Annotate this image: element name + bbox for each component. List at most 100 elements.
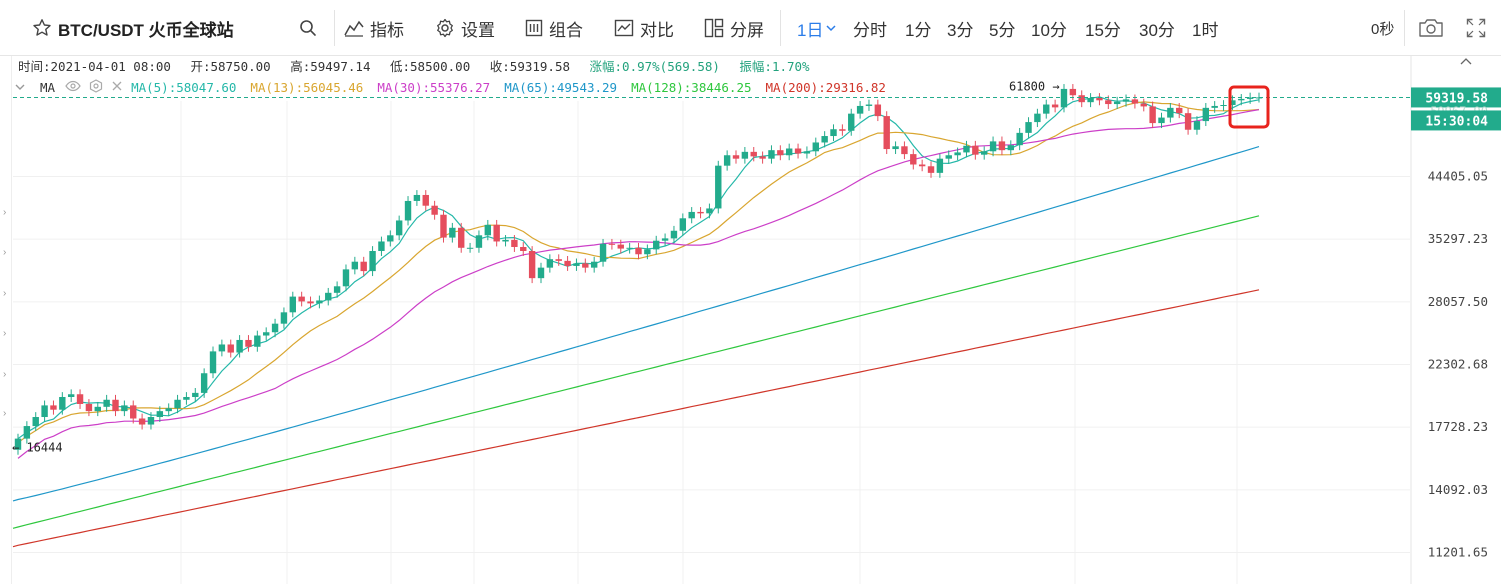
indicators-icon	[344, 19, 364, 37]
period-1m-button[interactable]: 1分	[905, 20, 932, 40]
period-10m-button[interactable]: 10分	[1031, 20, 1067, 40]
candle	[750, 146, 757, 162]
toolbar-divider	[1404, 10, 1405, 46]
collapse-chevron-icon[interactable]	[14, 80, 26, 95]
candle-body	[351, 261, 359, 270]
combo-button[interactable]: 组合	[525, 0, 583, 56]
candle-body	[138, 418, 146, 425]
search-icon[interactable]	[299, 19, 317, 37]
candle-body	[387, 235, 394, 242]
legend-high: 高:59497.14	[290, 59, 371, 74]
candle-body	[121, 405, 128, 412]
countdown-text: 0秒	[1371, 20, 1395, 38]
candle-body	[520, 246, 527, 251]
candle-body	[528, 250, 536, 279]
candle	[963, 140, 970, 158]
candle	[564, 255, 571, 271]
chevron-up-icon[interactable]	[1450, 56, 1486, 69]
candle	[848, 108, 855, 136]
candle	[821, 131, 828, 148]
period-1h-button[interactable]: 1时	[1192, 20, 1219, 40]
candle	[653, 235, 660, 255]
fullscreen-button[interactable]	[1466, 0, 1486, 56]
candle	[23, 421, 31, 444]
eye-icon[interactable]	[65, 80, 81, 95]
symbol-title[interactable]: BTC/USDT 火币全球站	[58, 20, 234, 40]
split-screen-label: 分屏	[730, 20, 764, 40]
search-button[interactable]	[299, 0, 317, 56]
candle	[1184, 108, 1192, 135]
gear-icon	[435, 18, 455, 38]
candle-body	[963, 145, 970, 153]
candle-body	[1167, 107, 1174, 118]
candle-body	[865, 104, 873, 106]
candle	[741, 146, 749, 164]
candle	[697, 207, 704, 219]
candle-body	[573, 263, 580, 266]
candle	[590, 256, 598, 273]
ma-line	[12, 215, 1260, 529]
candle-body	[679, 218, 687, 231]
candle-body	[670, 230, 678, 239]
candle	[520, 242, 527, 256]
last-price-tag-label: 59319.58	[1425, 91, 1488, 106]
candle	[803, 146, 811, 159]
candle	[316, 295, 323, 309]
settings-button[interactable]: 设置	[435, 0, 495, 56]
candle-body	[794, 148, 802, 154]
close-icon[interactable]	[111, 80, 123, 95]
candle-body	[1238, 98, 1245, 101]
candle-body	[723, 155, 731, 166]
candle	[395, 215, 403, 241]
indicators-button[interactable]: 指标	[344, 0, 404, 56]
legend-change: 涨幅:0.97%(569.58)	[589, 59, 720, 74]
period-1d-button[interactable]: 1日	[797, 0, 836, 56]
candle-body	[998, 141, 1006, 151]
candle	[1220, 100, 1227, 111]
candle	[777, 145, 784, 161]
candle	[1211, 101, 1218, 113]
candle	[130, 400, 137, 424]
candle	[85, 399, 93, 417]
axis-scroll-button	[1450, 56, 1486, 69]
compare-label: 对比	[640, 20, 674, 40]
candle-body	[1113, 101, 1121, 105]
period-15m-button[interactable]: 15分	[1085, 20, 1121, 40]
candle	[493, 219, 500, 247]
period-3m-button[interactable]: 3分	[947, 20, 974, 40]
candle-body	[422, 194, 429, 206]
candle	[555, 254, 562, 266]
last-price-tag	[1411, 87, 1501, 108]
candle	[1202, 102, 1210, 127]
highlight-box	[1228, 85, 1270, 129]
split-screen-icon	[704, 18, 724, 38]
candle	[440, 209, 447, 243]
candle-body	[360, 261, 367, 272]
candle	[147, 412, 155, 430]
candle	[1176, 102, 1183, 119]
candle-body	[1016, 132, 1023, 146]
candle-body	[458, 227, 465, 248]
candle-body	[67, 394, 75, 397]
candle-body	[41, 405, 48, 418]
candle-body	[777, 150, 784, 156]
period-5m-button[interactable]: 5分	[989, 20, 1016, 40]
symbol-selector[interactable]: BTC/USDT 火币全球站	[32, 0, 234, 56]
candle	[333, 281, 341, 298]
star-icon[interactable]	[32, 18, 52, 38]
compare-button[interactable]: 对比	[614, 0, 674, 56]
overlays: 61800 → ← 16444 › › › › › ›	[3, 79, 1411, 455]
screenshot-button[interactable]	[1418, 0, 1444, 56]
candle	[1149, 101, 1156, 129]
candle-body	[546, 259, 554, 268]
split-screen-button[interactable]: 分屏	[704, 0, 764, 56]
period-timeline-button[interactable]: 分时	[853, 20, 887, 40]
candle	[218, 339, 226, 357]
candle	[449, 222, 456, 243]
candle-body	[1140, 103, 1147, 107]
left-rail	[0, 56, 12, 584]
period-30m-button[interactable]: 30分	[1139, 20, 1175, 40]
candle	[14, 433, 22, 455]
settings-hexagon-icon[interactable]	[89, 79, 103, 96]
